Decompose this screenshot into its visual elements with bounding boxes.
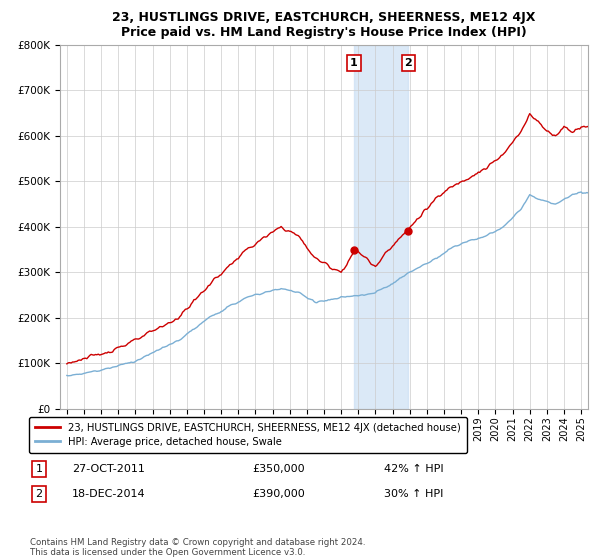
Text: 18-DEC-2014: 18-DEC-2014 (72, 489, 146, 499)
Text: 1: 1 (350, 58, 358, 68)
Text: £350,000: £350,000 (252, 464, 305, 474)
Text: 2: 2 (404, 58, 412, 68)
Legend: 23, HUSTLINGS DRIVE, EASTCHURCH, SHEERNESS, ME12 4JX (detached house), HPI: Aver: 23, HUSTLINGS DRIVE, EASTCHURCH, SHEERNE… (29, 417, 467, 452)
Bar (354, 45, 408, 409)
Text: Contains HM Land Registry data © Crown copyright and database right 2024.
This d: Contains HM Land Registry data © Crown c… (30, 538, 365, 557)
Text: 1: 1 (35, 464, 43, 474)
Text: £390,000: £390,000 (252, 489, 305, 499)
Title: 23, HUSTLINGS DRIVE, EASTCHURCH, SHEERNESS, ME12 4JX
Price paid vs. HM Land Regi: 23, HUSTLINGS DRIVE, EASTCHURCH, SHEERNE… (112, 11, 536, 39)
Text: 30% ↑ HPI: 30% ↑ HPI (384, 489, 443, 499)
Text: 2: 2 (35, 489, 43, 499)
Text: 27-OCT-2011: 27-OCT-2011 (72, 464, 145, 474)
Text: 42% ↑ HPI: 42% ↑ HPI (384, 464, 443, 474)
